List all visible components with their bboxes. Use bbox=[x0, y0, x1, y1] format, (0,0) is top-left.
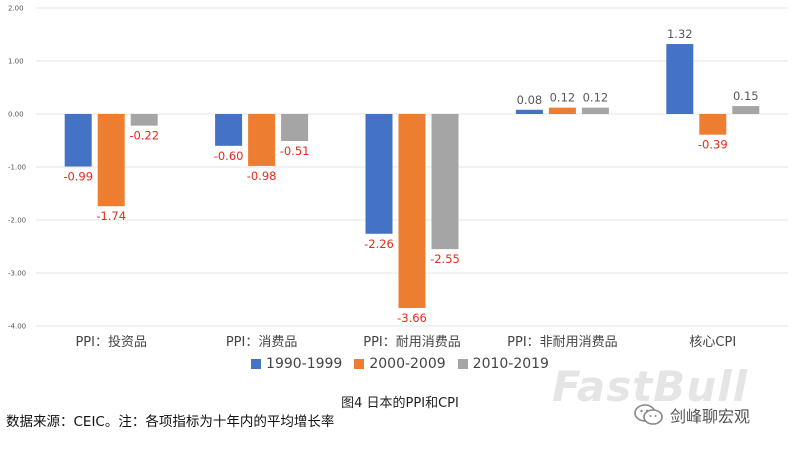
bar bbox=[64, 114, 92, 167]
bar bbox=[97, 114, 125, 207]
bar bbox=[666, 44, 694, 114]
x-category-label: PPI：消费品 bbox=[226, 335, 298, 350]
legend-swatch bbox=[251, 359, 262, 369]
bar bbox=[281, 114, 309, 142]
bar-chart: 2.00 1.00 0.00 -1.00 -2.00 -3.00 -4.00 -0.99 -1… bbox=[8, 5, 788, 350]
legend-label: 2000-2009 bbox=[369, 356, 446, 372]
data-label: -0.60 bbox=[214, 149, 244, 163]
bar bbox=[248, 114, 276, 166]
data-label: -0.51 bbox=[280, 144, 310, 158]
y-tick-label: 1.00 bbox=[8, 58, 24, 66]
bars bbox=[64, 44, 760, 308]
bar bbox=[699, 114, 727, 135]
y-tick-label: -4.00 bbox=[8, 323, 26, 331]
y-tick-label: -2.00 bbox=[8, 217, 26, 225]
data-label: 1.32 bbox=[667, 27, 693, 41]
y-tick-label: -3.00 bbox=[8, 270, 26, 278]
legend-item: 1990-1999 bbox=[251, 356, 342, 372]
x-category-label: PPI：投资品 bbox=[75, 334, 147, 350]
legend-label: 2010-2019 bbox=[472, 356, 549, 372]
source-note: 数据来源：CEIC。注：各项指标为十年内的平均增长率 bbox=[6, 414, 335, 430]
bar bbox=[581, 107, 609, 114]
legend-item: 2000-2009 bbox=[354, 356, 446, 372]
x-category-label: PPI：耐用消费品 bbox=[363, 335, 461, 350]
brand: 剑峰聊宏观 bbox=[634, 403, 750, 427]
legend-item: 2010-2019 bbox=[457, 356, 549, 372]
bar bbox=[130, 114, 158, 126]
brand-name: 剑峰聊宏观 bbox=[670, 407, 751, 426]
x-category-label: 核心CPI bbox=[689, 335, 736, 350]
x-category-label: PPI：非耐用消费品 bbox=[507, 335, 618, 350]
legend-swatch bbox=[354, 359, 365, 369]
figure-caption: 图4 日本的PPI和CPI bbox=[341, 396, 459, 411]
legend: 1990-1999 2000-2009 2010-2019 bbox=[0, 356, 800, 372]
data-label: 0.12 bbox=[550, 91, 576, 105]
data-label: -1.74 bbox=[96, 209, 126, 223]
y-axis-ticks: 2.00 1.00 0.00 -1.00 -2.00 -3.00 -4.00 bbox=[8, 5, 26, 331]
data-label: -2.26 bbox=[364, 237, 394, 251]
legend-label: 1990-1999 bbox=[266, 356, 343, 372]
wechat-icon bbox=[634, 404, 663, 425]
y-tick-label: 0.00 bbox=[8, 111, 24, 119]
x-axis-categories: PPI：投资品 PPI：消费品 PPI：耐用消费品 PPI：非耐用消费品 核心CPI bbox=[75, 334, 736, 350]
bar bbox=[365, 114, 393, 234]
data-label: 0.15 bbox=[733, 89, 759, 103]
legend-swatch bbox=[457, 359, 468, 369]
bar bbox=[515, 109, 543, 114]
bar bbox=[431, 114, 459, 250]
data-label: 0.08 bbox=[517, 93, 543, 107]
data-label: -0.98 bbox=[247, 169, 277, 183]
data-label: -0.39 bbox=[698, 138, 728, 152]
data-label: -0.22 bbox=[129, 129, 159, 143]
y-tick-label: -1.00 bbox=[8, 164, 26, 172]
y-tick-label: 2.00 bbox=[8, 5, 24, 13]
data-labels: -0.99 -1.74 -0.22 -0.60-0.98-0.51 -2.26 -3.66… bbox=[63, 27, 758, 325]
data-label: 0.12 bbox=[583, 91, 609, 105]
data-label: -0.99 bbox=[63, 169, 93, 183]
data-label: -2.55 bbox=[430, 252, 460, 266]
data-label: -3.66 bbox=[397, 311, 427, 325]
bar bbox=[732, 106, 760, 114]
watermark: FastBull bbox=[552, 362, 748, 411]
bar bbox=[215, 114, 243, 146]
bar bbox=[398, 114, 426, 308]
bar bbox=[548, 107, 576, 114]
